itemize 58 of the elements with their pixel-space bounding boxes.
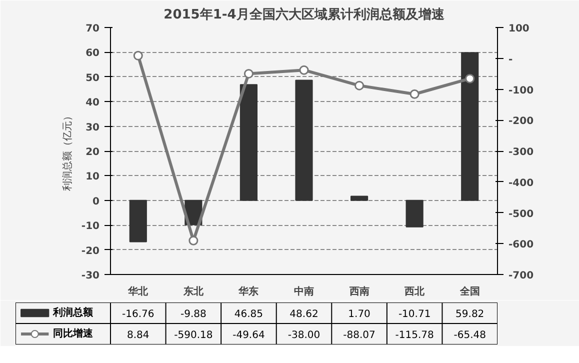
y2-tick-label: -500 — [508, 208, 534, 220]
y-tick-label: 40 — [86, 98, 100, 109]
chart-title: 2015年1-4月全国六大区域累计利润总额及增速 — [164, 6, 446, 22]
x-tick-label: 西南 — [348, 286, 370, 298]
point — [354, 80, 364, 90]
bar — [240, 84, 258, 201]
data-label: -115.78 — [395, 330, 434, 341]
bar — [461, 52, 479, 201]
y-axis-title: 利润总额（亿元） — [61, 111, 74, 191]
y-tick-label: 10 — [86, 172, 100, 183]
y-tick-label: 60 — [86, 48, 100, 60]
data-label: -9.88 — [180, 309, 206, 320]
x-tick-label: 西北 — [404, 286, 426, 298]
bar — [129, 200, 147, 242]
data-label: -49.64 — [232, 330, 265, 341]
data-label: 8.84 — [127, 330, 150, 341]
point — [244, 68, 254, 78]
point — [188, 236, 198, 246]
x-tick-label: 全国 — [458, 286, 480, 298]
legend-label: 同比增速 — [53, 328, 94, 340]
data-label: -16.76 — [122, 309, 154, 320]
data-label: -65.48 — [454, 330, 486, 341]
bar — [406, 200, 424, 228]
y2-tick-label: -300 — [508, 147, 534, 158]
y2-tick-label: - — [508, 54, 513, 66]
y2-tick-label: -600 — [508, 240, 534, 251]
y2-tick-label: -400 — [508, 178, 534, 189]
y-tick-label: -10 — [81, 221, 100, 232]
data-label: 46.85 — [234, 309, 264, 320]
legend-label: 利润总额 — [52, 306, 94, 318]
x-tick-label: 华北 — [127, 286, 150, 298]
point — [299, 65, 309, 75]
y-tick-label: 70 — [86, 24, 100, 34]
x-tick-label: 东北 — [182, 286, 204, 298]
y-tick-label: 0 — [92, 196, 100, 208]
y-tick-label: -20 — [81, 246, 100, 257]
data-label: -590.18 — [174, 330, 213, 341]
data-label: -38.00 — [288, 330, 320, 341]
bar — [350, 196, 368, 201]
point — [410, 89, 420, 99]
y2-tick-label: -700 — [508, 270, 534, 282]
data-label: 59.82 — [456, 309, 484, 320]
point — [465, 74, 475, 84]
point — [133, 50, 143, 60]
x-tick-label: 中南 — [294, 286, 314, 298]
bar — [295, 80, 313, 201]
y-tick-label: 20 — [86, 147, 100, 158]
x-tick-label: 华东 — [238, 286, 259, 298]
y-tick-label: 30 — [86, 122, 100, 134]
data-label: -88.07 — [343, 330, 376, 341]
data-label: 1.70 — [348, 309, 370, 320]
y-tick-label: -30 — [81, 270, 100, 282]
y2-tick-label: 100 — [508, 24, 530, 34]
data-label: -10.71 — [398, 309, 431, 320]
data-label: 48.62 — [290, 309, 318, 320]
y2-tick-label: -200 — [508, 116, 534, 128]
y2-tick-label: -100 — [508, 85, 534, 96]
y-tick-label: 50 — [86, 72, 100, 84]
